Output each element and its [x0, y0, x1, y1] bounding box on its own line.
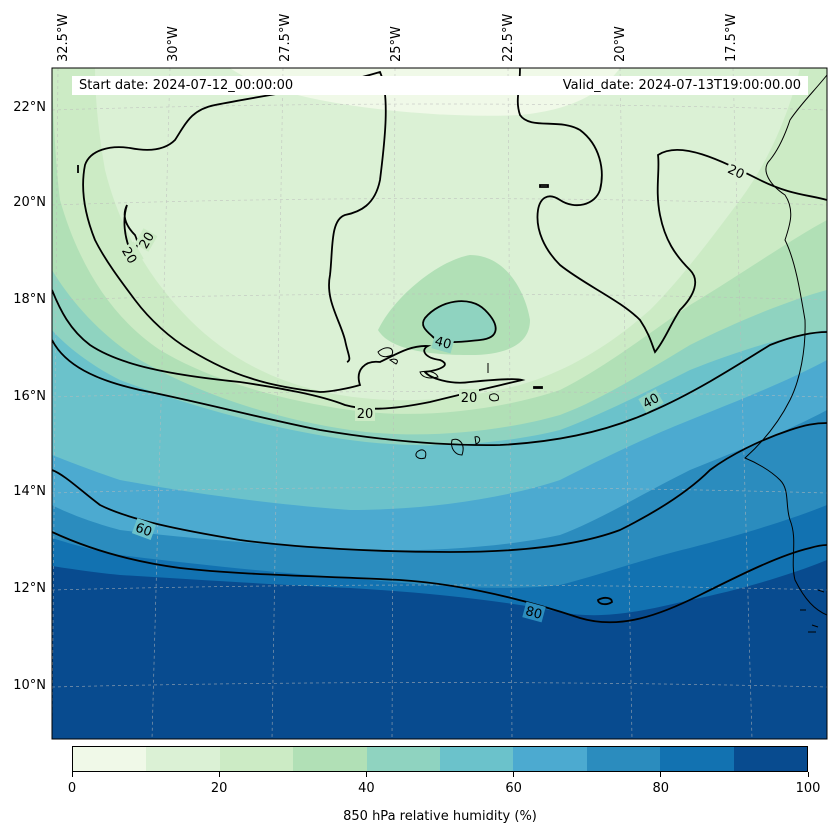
- colorbar-tick-mark: [807, 772, 809, 777]
- colorbar-tick-mark: [660, 772, 662, 777]
- cape-verde-8: [474, 436, 481, 445]
- colorbar: [72, 746, 808, 772]
- contour-label: 20: [137, 230, 158, 252]
- date-header: Start date: 2024-07-12_00:00:00 Valid_da…: [72, 76, 808, 95]
- colorbar-swatch: [366, 747, 441, 771]
- colorbar-tick-label: 80: [652, 781, 670, 796]
- lon-label: 27.5°W: [278, 14, 293, 62]
- contour-label: 20: [357, 407, 374, 422]
- contour-labels: 20 20 20 20 20 40 40 60 80: [116, 159, 749, 623]
- colorbar-tick-mark: [71, 772, 73, 777]
- contour-label: 40: [433, 334, 453, 353]
- colorbar-tick-label: 0: [67, 781, 77, 796]
- africa-coast: [744, 74, 827, 616]
- lat-label: 16°N: [13, 389, 46, 404]
- colorbar-swatch: [660, 747, 734, 771]
- cape-verde-5: [489, 393, 499, 402]
- cape-verde-3: [419, 370, 439, 379]
- map-frame: [51, 67, 828, 740]
- colorbar-swatch: [586, 747, 661, 771]
- contour-small-3: [597, 596, 613, 606]
- guinea-islands: [800, 589, 825, 633]
- lon-label: 20°W: [613, 26, 628, 62]
- longitude-labels: 32.5°W 30°W 27.5°W 25°W 22.5°W 20°W 17.5…: [56, 14, 739, 62]
- colorbar-swatch: [73, 747, 147, 771]
- lat-label: 22°N: [13, 100, 46, 115]
- colorbar-tick-label: 60: [505, 781, 522, 796]
- contour-20-east: [516, 68, 827, 354]
- cape-verde-2: [388, 358, 398, 365]
- colorbar-swatch: [513, 747, 587, 771]
- contour-small-2: [533, 386, 543, 389]
- cape-verde-6: [415, 449, 427, 459]
- contour-label: 20: [725, 162, 746, 183]
- colorbar-tick-label: 40: [358, 781, 375, 796]
- lat-label: 18°N: [13, 292, 46, 307]
- coastlines: [377, 74, 827, 633]
- colorbar-swatch: [219, 747, 294, 771]
- colorbar-tick-mark: [218, 772, 220, 777]
- contour-20-main: [52, 70, 526, 410]
- contour-label: 60: [133, 521, 154, 541]
- lon-label: 17.5°W: [724, 14, 739, 62]
- colorbar-title: 850 hPa relative humidity (%): [343, 809, 537, 824]
- contour-40: [52, 331, 827, 447]
- map-fields: 20 20 20 20 20 40 40 60 80: [52, 68, 827, 739]
- colorbar-tick-mark: [365, 772, 367, 777]
- start-date: Start date: 2024-07-12_00:00:00: [79, 78, 294, 93]
- lon-label: 32.5°W: [56, 14, 71, 62]
- lon-label: 25°W: [389, 26, 404, 62]
- colorbar-swatch: [146, 747, 220, 771]
- contour-label: 20: [118, 245, 139, 267]
- cape-verde-1: [377, 347, 394, 358]
- band-10-20: [95, 68, 800, 401]
- contour-label: 20: [461, 391, 478, 406]
- contour-label: 80: [524, 604, 544, 623]
- colorbar-swatch: [733, 747, 808, 771]
- colorbar-swatch: [440, 747, 514, 771]
- contour-label: 40: [640, 391, 662, 412]
- lat-label: 10°N: [13, 678, 46, 693]
- valid-date: Valid_date: 2024-07-13T19:00:00.00: [562, 78, 801, 93]
- moist-patch-core: [422, 301, 496, 343]
- colorbar-tick-label: 20: [210, 781, 228, 796]
- colorbar-swatch: [293, 747, 367, 771]
- contour-small-1: [539, 184, 549, 188]
- colorbar-tick-label: 100: [795, 781, 821, 796]
- cape-verde-7: [451, 438, 464, 456]
- lat-label: 12°N: [13, 581, 46, 596]
- lon-label: 22.5°W: [501, 14, 516, 62]
- colorbar-tick-mark: [513, 772, 515, 777]
- contour-40-patch: [422, 300, 497, 344]
- lon-label: 30°W: [166, 26, 181, 62]
- latitude-labels: 22°N 20°N 18°N 16°N 14°N 12°N 10°N: [13, 100, 46, 693]
- lat-label: 14°N: [13, 484, 46, 499]
- lat-label: 20°N: [13, 195, 46, 210]
